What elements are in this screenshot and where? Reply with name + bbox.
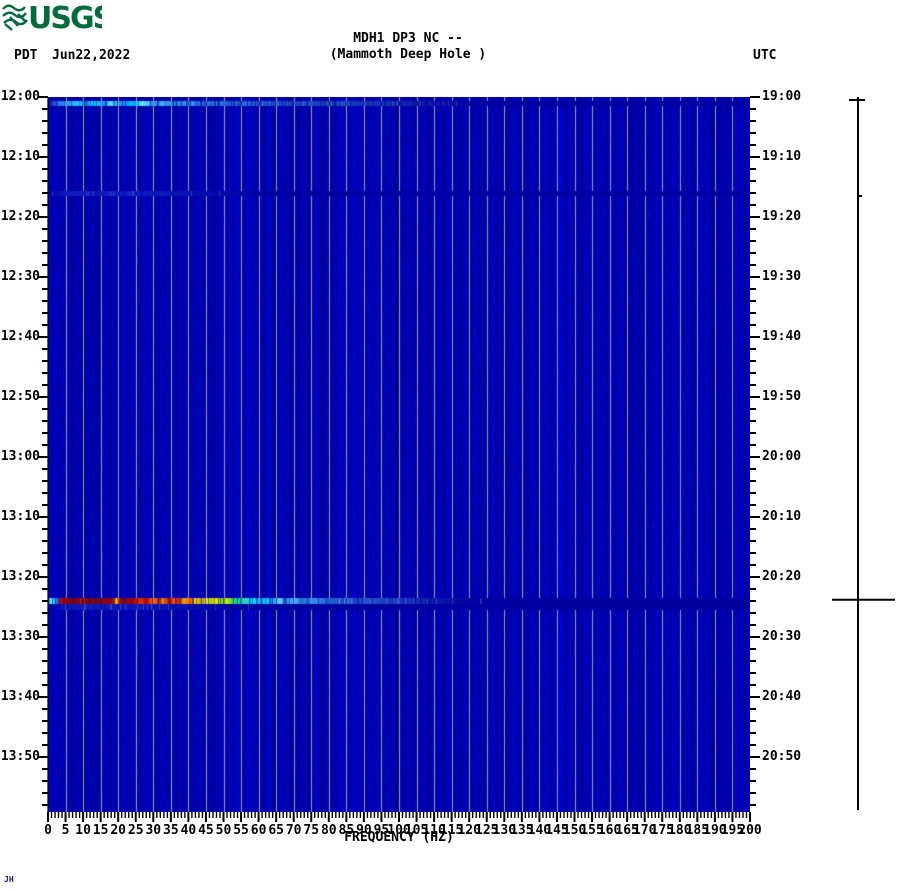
pdt-tick-label: 13:10 bbox=[0, 509, 40, 524]
freq-tick-label: 5 bbox=[61, 823, 70, 838]
usgs-logo: USGS bbox=[2, 1, 102, 33]
utc-tick-label: 19:40 bbox=[762, 329, 802, 344]
freq-tick-label: 115 bbox=[439, 823, 464, 838]
freq-tick-label: 35 bbox=[163, 823, 179, 838]
pdt-tick-label: 12:10 bbox=[0, 149, 40, 164]
freq-tick-label: 60 bbox=[250, 823, 267, 838]
title-block: MDH1 DP3 NC -- (Mammoth Deep Hole ) bbox=[48, 31, 768, 63]
timezone-right-label: UTC bbox=[753, 48, 777, 63]
timezone-left-label: PDT bbox=[14, 48, 38, 63]
freq-tick-label: 130 bbox=[492, 823, 517, 838]
utc-tick-label: 19:00 bbox=[762, 89, 802, 104]
freq-tick-label: 180 bbox=[668, 823, 692, 838]
freq-tick-label: 145 bbox=[545, 823, 569, 838]
freq-tick-label: 100 bbox=[387, 823, 411, 838]
utc-tick-label: 19:10 bbox=[762, 149, 802, 164]
pdt-tick-label: 12:00 bbox=[0, 89, 40, 104]
freq-tick-label: 110 bbox=[422, 823, 446, 838]
station-title: MDH1 DP3 NC -- bbox=[353, 31, 463, 46]
freq-tick-label: 185 bbox=[685, 823, 710, 838]
freq-tick-label: 80 bbox=[320, 823, 337, 838]
freq-tick-label: 75 bbox=[303, 823, 320, 838]
usgs-wave-icon bbox=[2, 4, 28, 31]
freq-tick-label: 25 bbox=[127, 823, 144, 838]
footer-mark: JH bbox=[4, 875, 14, 884]
freq-tick-label: 175 bbox=[650, 823, 674, 838]
utc-tick-label: 20:50 bbox=[762, 749, 802, 764]
freq-tick-label: 15 bbox=[92, 823, 109, 838]
freq-tick-label: 0 bbox=[44, 823, 52, 838]
pdt-tick-label: 12:40 bbox=[0, 329, 40, 344]
freq-tick-label: 170 bbox=[632, 823, 657, 838]
freq-tick-label: 55 bbox=[233, 823, 249, 838]
utc-tick-label: 20:00 bbox=[762, 449, 802, 464]
freq-tick-label: 140 bbox=[527, 823, 552, 838]
freq-tick-label: 70 bbox=[285, 823, 302, 838]
freq-tick-label: 50 bbox=[215, 823, 232, 838]
spectrogram-canvas bbox=[48, 97, 750, 812]
freq-tick-label: 90 bbox=[356, 823, 372, 838]
freq-tick-label: 190 bbox=[703, 823, 727, 838]
freq-tick-label: 95 bbox=[373, 823, 390, 838]
freq-tick-label: 20 bbox=[110, 823, 127, 838]
freq-tick-label: 195 bbox=[720, 823, 745, 838]
pdt-tick-label: 12:20 bbox=[0, 209, 40, 224]
freq-tick-label: 200 bbox=[738, 823, 762, 838]
pdt-tick-label: 13:20 bbox=[0, 569, 40, 584]
freq-tick-label: 40 bbox=[180, 823, 197, 838]
freq-tick-label: 150 bbox=[562, 823, 587, 838]
freq-tick-label: 155 bbox=[580, 823, 604, 838]
freq-tick-label: 30 bbox=[145, 823, 162, 838]
utc-tick-label: 19:20 bbox=[762, 209, 802, 224]
freq-tick-label: 135 bbox=[510, 823, 534, 838]
utc-tick-label: 20:10 bbox=[762, 509, 802, 524]
utc-tick-label: 19:50 bbox=[762, 389, 802, 404]
utc-tick-label: 20:30 bbox=[762, 629, 802, 644]
pdt-tick-label: 12:50 bbox=[0, 389, 40, 404]
freq-tick-label: 125 bbox=[475, 823, 499, 838]
date-label: Jun22,2022 bbox=[52, 48, 131, 63]
pdt-tick-label: 13:50 bbox=[0, 749, 40, 764]
utc-tick-label: 20:40 bbox=[762, 689, 802, 704]
freq-tick-label: 45 bbox=[198, 823, 214, 838]
pdt-tick-label: 13:00 bbox=[0, 449, 40, 464]
frequency-axis-title: FREQUENCY (HZ) bbox=[344, 830, 454, 845]
station-subtitle: (Mammoth Deep Hole ) bbox=[329, 47, 487, 62]
freq-tick-label: 120 bbox=[457, 823, 481, 838]
freq-tick-label: 85 bbox=[338, 823, 355, 838]
pdt-tick-label: 13:40 bbox=[0, 689, 40, 704]
utc-tick-label: 19:30 bbox=[762, 269, 802, 284]
freq-tick-label: 105 bbox=[404, 823, 429, 838]
usgs-logo-text: USGS bbox=[28, 1, 102, 33]
pdt-tick-label: 12:30 bbox=[0, 269, 40, 284]
freq-tick-label: 65 bbox=[268, 823, 284, 838]
freq-tick-label: 160 bbox=[597, 823, 622, 838]
freq-tick-label: 165 bbox=[615, 823, 639, 838]
utc-tick-label: 20:20 bbox=[762, 569, 802, 584]
pdt-tick-label: 13:30 bbox=[0, 629, 40, 644]
freq-tick-label: 10 bbox=[75, 823, 91, 838]
